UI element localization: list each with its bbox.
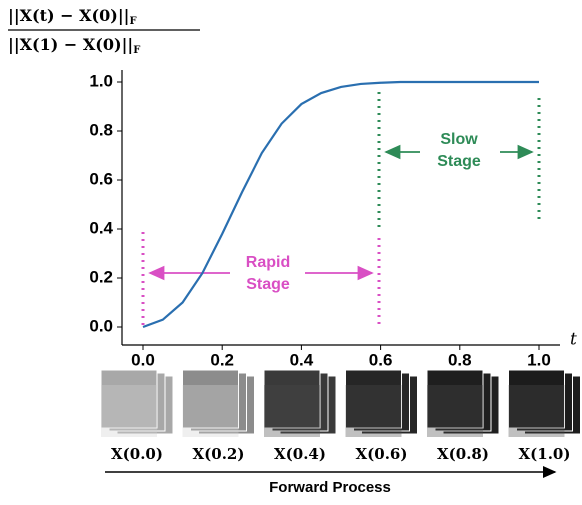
annotation: Rapid [246,254,290,271]
thumbnail [263,369,321,429]
y-tick-label: 1.0 [89,71,113,90]
x-tick-label: 0.6 [369,350,393,369]
thumbnail [100,369,158,429]
thumbnail-shade [345,385,402,437]
thumbnail [426,369,484,429]
line [142,80,539,329]
y-tick-label: 0.6 [89,169,113,188]
x-tick-label: 1.0 [527,350,551,369]
thumbnail-label: X(0.8) [437,445,489,463]
thumbnail-label: X(0.4) [274,445,326,463]
thumbnail-label: X(1.0) [519,445,571,463]
thumbnail [345,369,402,429]
thumbnail-shade [508,385,565,437]
thumbnail-label: X(0.0) [111,445,163,463]
thumbnail-shade [101,385,157,437]
y-label-denominator: ||X(1) − X(0)||F [8,35,140,56]
x-tick-label: 0.8 [448,350,472,369]
thumbnail-label: X(0.2) [193,445,245,463]
x-label: t [570,330,577,350]
thumbnail-shade [427,385,483,437]
x-tick-label: 0.0 [131,350,155,369]
y-tick-label: 0.4 [89,218,113,237]
y-tick-label: 0.0 [89,316,113,335]
thumbnail-shade [264,385,320,437]
y-tick-label: 0.2 [89,267,113,286]
annotation: Slow [440,131,478,148]
thumbnail-shade [182,385,239,437]
x-tick-label: 0.4 [290,350,314,369]
thumbnail [508,369,565,429]
x-tick-label: 0.2 [210,350,234,369]
annotation: Stage [246,276,290,293]
thumbnail [182,369,239,429]
y-label-numerator: ||X(t) − X(0)||F [8,6,137,27]
y-tick-label: 0.8 [89,120,113,139]
thumbnail-label: X(0.6) [356,445,408,463]
annotation: Stage [437,153,481,170]
process-label: Forward Process [269,479,391,496]
